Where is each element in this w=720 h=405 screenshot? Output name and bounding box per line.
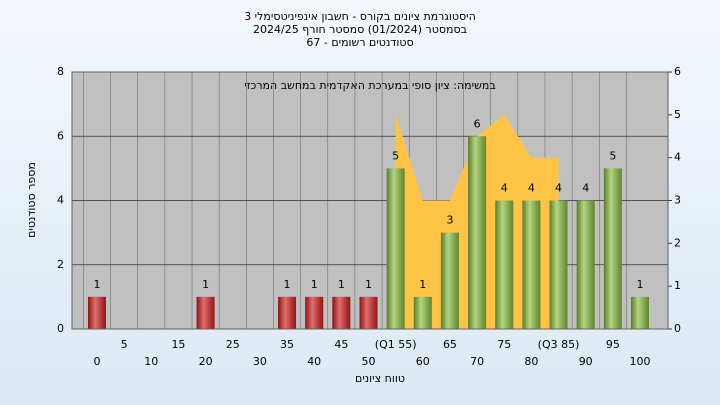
y2-tick-label: 1 [674,279,681,292]
bar-shade [278,296,297,329]
y-tick-label: 2 [57,258,64,271]
y-tick-label: 6 [57,129,64,142]
data-label: 1 [637,278,644,291]
x-tick-label: 60 [416,355,430,368]
x-tick-label: 5 [121,338,128,351]
bar-shade [88,296,106,329]
x-tick-label: (Q1 55) [375,338,417,351]
data-label: 1 [311,278,318,291]
x-tick-label: 35 [280,338,294,351]
bar-shade [359,296,378,329]
y-axis-label: מספר סטודנטים [25,162,38,238]
data-label: 1 [284,278,291,291]
data-label: 4 [555,182,562,195]
y2-tick-label: 0 [674,322,681,335]
x-tick-label: 70 [470,355,484,368]
data-label: 4 [528,182,535,195]
bar-shade [522,200,541,329]
bar-shade [549,200,568,329]
bar-shade [196,296,215,329]
x-tick-label: 50 [362,355,376,368]
bar-shade [305,296,324,329]
data-label: 1 [202,278,209,291]
data-label: 4 [582,182,589,195]
data-label: 1 [338,278,345,291]
x-tick-label: 90 [579,355,593,368]
data-label: 1 [419,278,426,291]
y2-tick-label: 5 [674,108,681,121]
title-line: סטודנטים רשומים - 67 [306,36,413,49]
bar-shade [332,296,351,329]
bar-shade [468,136,487,329]
x-tick-label: 80 [524,355,538,368]
x-tick-label: 40 [307,355,321,368]
x-tick-label: 45 [334,338,348,351]
x-tick-label: 95 [606,338,620,351]
y-tick-label: 0 [57,322,64,335]
data-label: 4 [501,182,508,195]
x-tick-label: 0 [94,355,101,368]
x-tick-label: 30 [253,355,267,368]
y2-tick-label: 2 [674,236,681,249]
title-line: בסמסטר (01/2024) סמסטר חורף 2024/25 [253,23,467,36]
y-tick-label: 8 [57,65,64,78]
title-line: היסטוגרמת ציונים בקורס - חשבון אינפיניטס… [244,10,476,23]
data-label: 6 [474,117,481,130]
data-label: 1 [365,278,372,291]
y-tick-label: 4 [57,194,64,207]
bar-shade [495,200,514,329]
plot-frame [71,71,669,330]
data-label: 5 [392,149,399,162]
data-label: 5 [609,149,616,162]
bar-shade [576,200,595,329]
y2-tick-label: 6 [674,65,681,78]
bar-shade [631,296,649,329]
bar-shade [413,296,432,329]
x-tick-label: 75 [497,338,511,351]
annotation: במשימה: ציון סופי במערכת האקדמית במחשב ה… [244,79,495,92]
data-label: 1 [94,278,101,291]
bar-shade [386,168,405,329]
x-tick-label: (Q3 85) [538,338,580,351]
x-tick-label: 25 [226,338,240,351]
x-tick-label: 10 [144,355,158,368]
x-tick-label: 65 [443,338,457,351]
bar-shade [603,168,622,329]
x-tick-label: 15 [171,338,185,351]
y2-tick-label: 3 [674,194,681,207]
data-label: 3 [446,214,453,227]
y2-tick-label: 4 [674,151,681,164]
x-axis-label: טווח ציונים [355,372,405,385]
bar-shade [440,232,459,329]
x-tick-label: 20 [199,355,213,368]
x-tick-label: 100 [630,355,651,368]
